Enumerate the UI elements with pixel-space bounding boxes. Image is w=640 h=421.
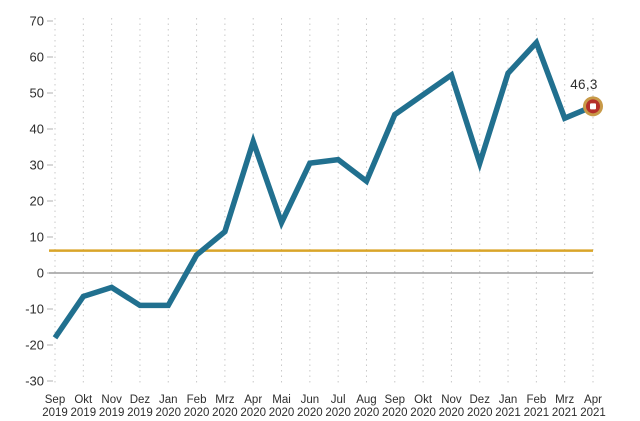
x-axis-tick-label-month: Sep bbox=[45, 394, 65, 406]
x-axis-tick-label-month: Jul bbox=[331, 394, 346, 406]
y-axis-tick-label: 10 bbox=[30, 230, 44, 245]
y-axis-tick-label: 40 bbox=[30, 122, 44, 137]
x-axis-tick-label-year: 2020 bbox=[410, 407, 436, 419]
x-axis-tick-label-month: Okt bbox=[74, 394, 93, 406]
x-axis-tick-label-year: 2020 bbox=[269, 407, 295, 419]
x-axis-tick-label-month: Nov bbox=[441, 394, 462, 406]
x-axis-tick-label-month: Sep bbox=[385, 394, 405, 406]
y-axis-tick-label: -30 bbox=[25, 374, 44, 389]
x-axis-tick-label-year: 2020 bbox=[354, 407, 380, 419]
x-axis-tick-label-month: Mai bbox=[272, 394, 291, 406]
y-axis-tick-label: 30 bbox=[30, 158, 44, 173]
x-axis-tick-label-year: 2021 bbox=[552, 407, 578, 419]
x-axis-tick-label-year: 2020 bbox=[212, 407, 238, 419]
x-axis-tick-label-year: 2019 bbox=[42, 407, 68, 419]
x-axis-tick-label-year: 2020 bbox=[297, 407, 323, 419]
y-axis-tick-label: -20 bbox=[25, 338, 44, 353]
x-axis-tick-label-year: 2019 bbox=[127, 407, 153, 419]
marker-center-square bbox=[590, 103, 596, 110]
x-axis-tick-label-year: 2020 bbox=[240, 407, 266, 419]
data-series-line bbox=[52, 37, 595, 340]
x-axis-tick-label-month: Jan bbox=[499, 394, 518, 406]
x-axis-tick-label-year: 2020 bbox=[184, 407, 210, 419]
x-axis-tick-label-year: 2020 bbox=[325, 407, 351, 419]
x-axis-tick-label-year: 2021 bbox=[495, 407, 521, 419]
x-axis-tick-label-month: Mrz bbox=[555, 394, 574, 406]
y-axis-tick-label: 60 bbox=[30, 50, 44, 65]
y-axis-tick-label: 0 bbox=[37, 266, 44, 281]
x-axis-tick-label-year: 2020 bbox=[382, 407, 408, 419]
x-axis-tick-label-year: 2020 bbox=[155, 407, 181, 419]
x-axis-tick-label-month: Feb bbox=[187, 394, 207, 406]
x-axis-tick-label-month: Apr bbox=[584, 394, 602, 406]
x-axis-tick-label-month: Feb bbox=[526, 394, 546, 406]
y-axis-tick-label: 20 bbox=[30, 194, 44, 209]
x-axis-tick-label-month: Apr bbox=[244, 394, 262, 406]
x-axis-tick-label-year: 2019 bbox=[71, 407, 97, 419]
x-axis-tick-label-year: 2019 bbox=[99, 407, 125, 419]
x-axis-tick-label-year: 2021 bbox=[524, 407, 550, 419]
y-axis-tick-label: -10 bbox=[25, 302, 44, 317]
x-axis-tick-label-month: Aug bbox=[356, 394, 376, 406]
x-axis-tick-label-month: Jun bbox=[301, 394, 320, 406]
x-axis-tick-label-year: 2021 bbox=[580, 407, 606, 419]
y-axis-tick-label: 50 bbox=[30, 86, 44, 101]
x-axis-tick-label-month: Dez bbox=[130, 394, 151, 406]
current-value-marker bbox=[583, 96, 603, 117]
x-axis-tick-label-year: 2020 bbox=[467, 407, 493, 419]
x-axis-tick-label-year: 2020 bbox=[439, 407, 465, 419]
x-axis-tick-label-month: Nov bbox=[101, 394, 122, 406]
x-axis-tick-label-month: Okt bbox=[414, 394, 433, 406]
x-axis-tick-label-month: Jan bbox=[159, 394, 178, 406]
x-axis-tick-label-month: Dez bbox=[470, 394, 491, 406]
x-axis-tick-label-month: Mrz bbox=[215, 394, 234, 406]
y-axis-tick-label: 70 bbox=[30, 14, 44, 29]
